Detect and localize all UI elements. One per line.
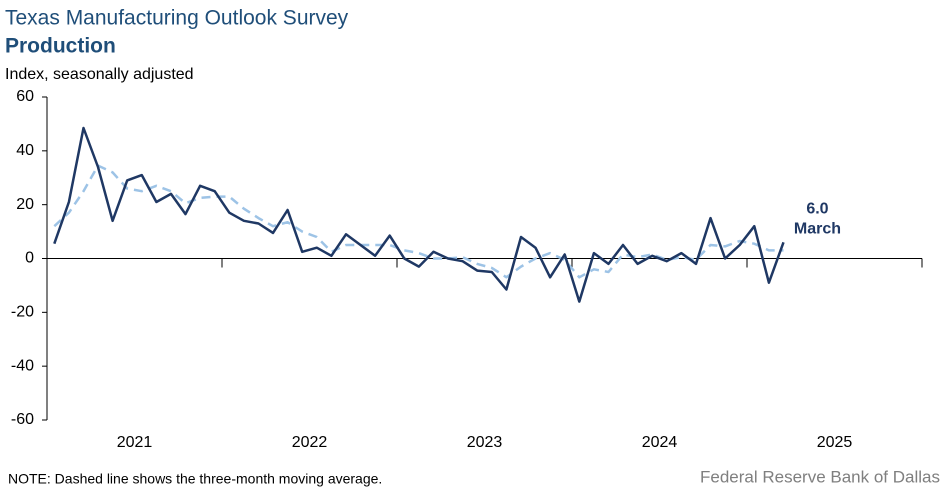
x-tick-label: 2022 bbox=[292, 434, 328, 451]
note: NOTE: Dashed line shows the three-month … bbox=[8, 471, 382, 487]
y-tick-label: -40 bbox=[11, 357, 34, 374]
y-tick-label: -20 bbox=[11, 304, 34, 321]
x-tick-label: 2021 bbox=[117, 434, 153, 451]
y-tick-label: 40 bbox=[16, 142, 34, 159]
annotation-label: March bbox=[794, 221, 841, 238]
y-axis-label: Index, seasonally adjusted bbox=[5, 66, 194, 83]
chart-subtitle: Production bbox=[5, 35, 116, 58]
y-tick-label: -60 bbox=[11, 411, 34, 428]
source: Federal Reserve Bank of Dallas bbox=[700, 467, 940, 486]
annotation-value: 6.0 bbox=[806, 201, 828, 218]
moving-average-line bbox=[53, 164, 784, 279]
chart-title: Texas Manufacturing Outlook Survey bbox=[5, 7, 349, 30]
x-tick-label: 2025 bbox=[817, 434, 853, 451]
y-tick-label: 20 bbox=[16, 196, 34, 213]
y-tick-label: 60 bbox=[16, 88, 34, 105]
x-tick-label: 2023 bbox=[467, 434, 503, 451]
y-tick-label: 0 bbox=[25, 250, 34, 267]
series-line bbox=[53, 126, 785, 303]
x-tick-label: 2024 bbox=[642, 434, 678, 451]
